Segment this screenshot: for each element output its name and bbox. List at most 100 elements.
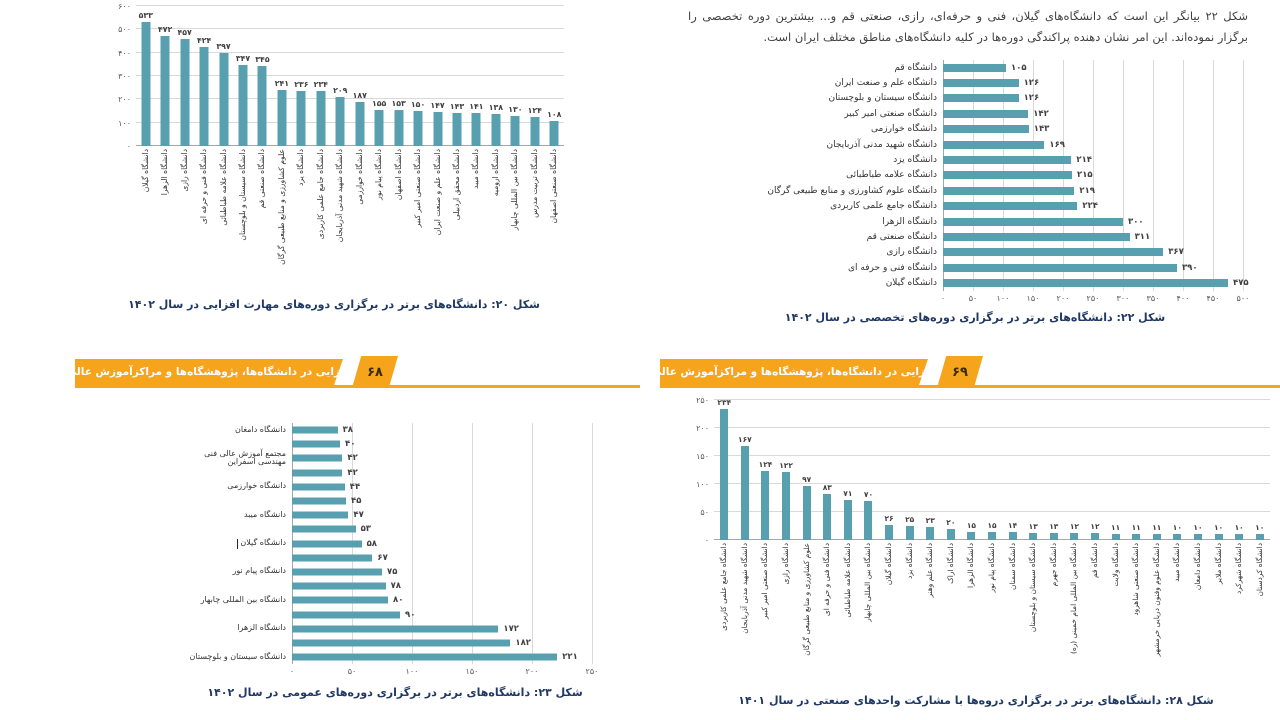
bar bbox=[905, 526, 914, 540]
category-label: دانشگاه فنی و حرفه ای bbox=[199, 149, 209, 225]
bar bbox=[292, 525, 356, 533]
category-label: دانشگاه صنعتی امیر کبیر bbox=[844, 108, 937, 119]
bar-column: ۷۱ bbox=[838, 400, 859, 540]
bar-track: ۱۶۹ bbox=[943, 137, 1243, 152]
bar-track: ۴۲ bbox=[292, 466, 592, 480]
category-label: دانشگاه خوارزمی bbox=[227, 481, 286, 491]
category-label: دانشگاه پیام نور bbox=[374, 149, 384, 200]
x-axis-tick-label: ۴۰۰ bbox=[1176, 294, 1190, 303]
bar bbox=[1049, 532, 1058, 540]
x-axis-label-cell: دانشگاه قم bbox=[1085, 543, 1106, 681]
bar-row: دانشگاه سیستان و بلوچستان ۲۲۱ bbox=[180, 650, 620, 664]
y-axis-tick-label: ۵۰۰ bbox=[118, 25, 131, 35]
category-label: دانشگاه بین المللی امام خمینی (ره) bbox=[1069, 543, 1079, 655]
category-label: علوم کشاورزی و منابع طبیعی گرگان bbox=[801, 543, 811, 656]
category-label-cell: دانشگاه رازی bbox=[695, 245, 937, 260]
bar-rows: دانشگاه قم ۱۰۵ دانشگاه علم و صنعت ایران ۱۲۶… bbox=[695, 60, 1255, 291]
category-label: دانشگاه علم وهنر bbox=[925, 543, 935, 598]
category-label-cell: دانشگاه دامغان bbox=[180, 423, 286, 437]
bar bbox=[864, 500, 873, 540]
bar-column: ۱۳ bbox=[1044, 400, 1065, 540]
bar bbox=[943, 79, 1019, 88]
bar bbox=[277, 89, 287, 146]
bar-value-label: ۱۶۷ bbox=[738, 435, 752, 445]
bar-row: دانشگاه میبد ۴۷ bbox=[180, 508, 620, 522]
x-axis-label-cell: دانشگاه میبد bbox=[1167, 543, 1188, 681]
category-label: دانشگاه الزهرا bbox=[237, 623, 286, 633]
bar-track: ۳۰۰ bbox=[943, 214, 1243, 229]
bar-value-label: ۲۶ bbox=[884, 514, 894, 524]
category-label: علوم کشاورزی و منابع طبیعی گرگان bbox=[276, 149, 286, 265]
category-label: دانشگاه یزد bbox=[296, 149, 306, 186]
bar bbox=[374, 109, 384, 146]
bar bbox=[720, 408, 729, 540]
bar-column: ۱۰ bbox=[1229, 400, 1250, 540]
category-label: دانشگاه شهید مدنی آذربایجان bbox=[335, 149, 345, 243]
bar-value-label: ۹۷ bbox=[802, 474, 812, 484]
category-label: دانشگاه علامه طباطبائی bbox=[842, 543, 852, 618]
bar-column: ۸۳ bbox=[817, 400, 838, 540]
category-label: دانشگاه کردستان bbox=[1254, 543, 1264, 597]
bar-row: دانشگاه یزد ۲۱۴ bbox=[695, 152, 1255, 167]
bar-value-label: ۱۸۷ bbox=[352, 91, 367, 101]
bar bbox=[943, 125, 1029, 134]
x-axis-label-cell: دانشگاه جامع علمی کاربردی bbox=[311, 149, 330, 280]
bar bbox=[257, 65, 267, 146]
bar-value-label: ۲۳۴ bbox=[313, 80, 328, 90]
x-axis-label-cell: دانشگاه خوارزمی bbox=[350, 149, 369, 280]
bar-column: ۳۹۷ bbox=[214, 6, 233, 146]
bar bbox=[1029, 532, 1038, 540]
x-axis-label-cell: دانشگاه جهرم bbox=[1044, 543, 1065, 681]
bar-column: ۱۲ bbox=[1085, 400, 1106, 540]
bar-value-label: ۷۰ bbox=[863, 489, 874, 499]
bar-row: دانشگاه علوم کشاورزی و منابع طبیعی گرگان… bbox=[695, 183, 1255, 198]
bar-track: ۱۲۶ bbox=[943, 91, 1243, 106]
x-axis-label-cell: دانشگاه صنعتی امیر کبیر bbox=[755, 543, 776, 681]
bar-column: ۱۴۷ bbox=[428, 6, 447, 146]
bar-row: دانشگاه پیام نور ۷۵ bbox=[180, 565, 620, 579]
x-axis-label-cell: دانشگاه ارومیه bbox=[486, 149, 505, 280]
category-label-cell bbox=[180, 551, 286, 565]
bar-column: ۲۳۴ bbox=[311, 6, 330, 146]
category-label: دانشگاه سیستان و بلوچستان bbox=[1028, 543, 1038, 633]
gridline bbox=[136, 5, 564, 6]
bar bbox=[292, 483, 345, 491]
bar-track: ۷۵ bbox=[292, 565, 592, 579]
bar-value-label: ۱۵۳ bbox=[391, 99, 406, 109]
bar bbox=[292, 582, 386, 590]
bar-value-label: ۱۲۶ bbox=[1023, 78, 1040, 89]
category-label-cell: دانشگاه الزهرا bbox=[695, 214, 937, 229]
bar-value-label: ۲۳۶ bbox=[294, 79, 309, 89]
category-label-cell: دانشگاه جامع علمی کاربردی bbox=[695, 199, 937, 214]
bar bbox=[160, 35, 170, 146]
bar-value-label: ۸۳ bbox=[822, 482, 832, 492]
bar-track: ۴۴ bbox=[292, 480, 592, 494]
bar-column: ۱۲۲ bbox=[776, 400, 797, 540]
bar bbox=[433, 111, 443, 146]
x-axis-label-cell: دانشگاه علم و صنعت ایران bbox=[428, 149, 447, 280]
x-axis-label-cell: دانشگاه گیلان bbox=[136, 149, 155, 280]
page-banner-right: مهارت‌افزایی در دانشگاه‌ها، پژوهشگاه‌ها … bbox=[660, 356, 1280, 388]
bar-value-label: ۹۰ bbox=[405, 609, 416, 620]
bar-row: دانشگاه الزهرا ۱۷۲ bbox=[180, 622, 620, 636]
gridline bbox=[412, 423, 413, 665]
category-label: دانشگاه محقق اردبیلی bbox=[451, 149, 461, 221]
bar bbox=[530, 117, 540, 146]
bar-value-label: ۲۱۹ bbox=[1079, 185, 1095, 196]
bar bbox=[471, 113, 481, 146]
bar-column: ۱۳ bbox=[1023, 400, 1044, 540]
y-axis-tick-label: ۲۰۰ bbox=[118, 95, 131, 105]
bar bbox=[452, 112, 462, 146]
category-label: دانشگاه سیستان و بلوچستان bbox=[189, 651, 286, 661]
bar bbox=[199, 47, 209, 146]
bar-column: ۵۳۳ bbox=[136, 6, 155, 146]
bar bbox=[335, 97, 345, 146]
plot-area: ۲۳۴ ۱۶۷ ۱۲۴ ۱۲۲ ۹۷ ۸۳ ۷۱ ۷۰ ۲۶ ۲۵ ۲۳ ۲۰ ۱۵ ۱۵ ۱۴ ۱۳ ۱۳ ۱۲… bbox=[714, 398, 1270, 540]
bar-track: ۲۱۴ bbox=[943, 152, 1243, 167]
bar-value-label: ۳۴۵ bbox=[255, 54, 270, 64]
category-label-cell bbox=[180, 466, 286, 480]
bar-value-label: ۱۴۷ bbox=[430, 100, 445, 110]
bar-value-label: ۱۲ bbox=[1090, 522, 1100, 532]
category-label: دانشگاه سیستان و بلوچستان bbox=[237, 149, 247, 241]
